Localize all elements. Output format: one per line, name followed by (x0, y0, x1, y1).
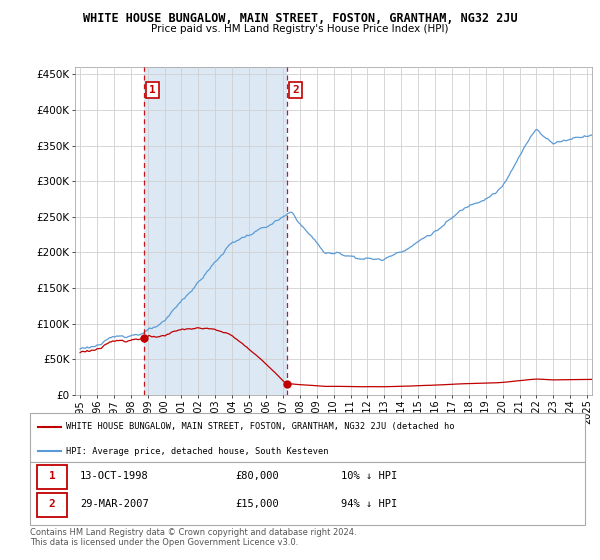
FancyBboxPatch shape (30, 462, 585, 525)
Text: £15,000: £15,000 (235, 499, 279, 509)
Text: 10% ↓ HPI: 10% ↓ HPI (341, 472, 397, 482)
Text: 2: 2 (49, 499, 55, 509)
Text: WHITE HOUSE BUNGALOW, MAIN STREET, FOSTON, GRANTHAM, NG32 2JU (detached ho: WHITE HOUSE BUNGALOW, MAIN STREET, FOSTO… (66, 422, 455, 431)
Text: £80,000: £80,000 (235, 472, 279, 482)
Text: 2: 2 (292, 85, 299, 95)
Bar (144, 67, 287, 395)
Text: 13-OCT-1998: 13-OCT-1998 (80, 472, 149, 482)
Text: This data is licensed under the Open Government Licence v3.0.: This data is licensed under the Open Gov… (30, 538, 298, 547)
Bar (37, 493, 67, 516)
Text: Contains HM Land Registry data © Crown copyright and database right 2024.: Contains HM Land Registry data © Crown c… (30, 528, 356, 536)
Text: 1: 1 (149, 85, 156, 95)
FancyBboxPatch shape (30, 413, 585, 462)
Text: HPI: Average price, detached house, South Kesteven: HPI: Average price, detached house, Sout… (66, 447, 329, 456)
Text: 29-MAR-2007: 29-MAR-2007 (80, 499, 149, 509)
Text: WHITE HOUSE BUNGALOW, MAIN STREET, FOSTON, GRANTHAM, NG32 2JU: WHITE HOUSE BUNGALOW, MAIN STREET, FOSTO… (83, 12, 517, 25)
Bar (37, 465, 67, 489)
Text: 1: 1 (49, 472, 55, 482)
Text: 94% ↓ HPI: 94% ↓ HPI (341, 499, 397, 509)
Text: Price paid vs. HM Land Registry's House Price Index (HPI): Price paid vs. HM Land Registry's House … (151, 24, 449, 34)
